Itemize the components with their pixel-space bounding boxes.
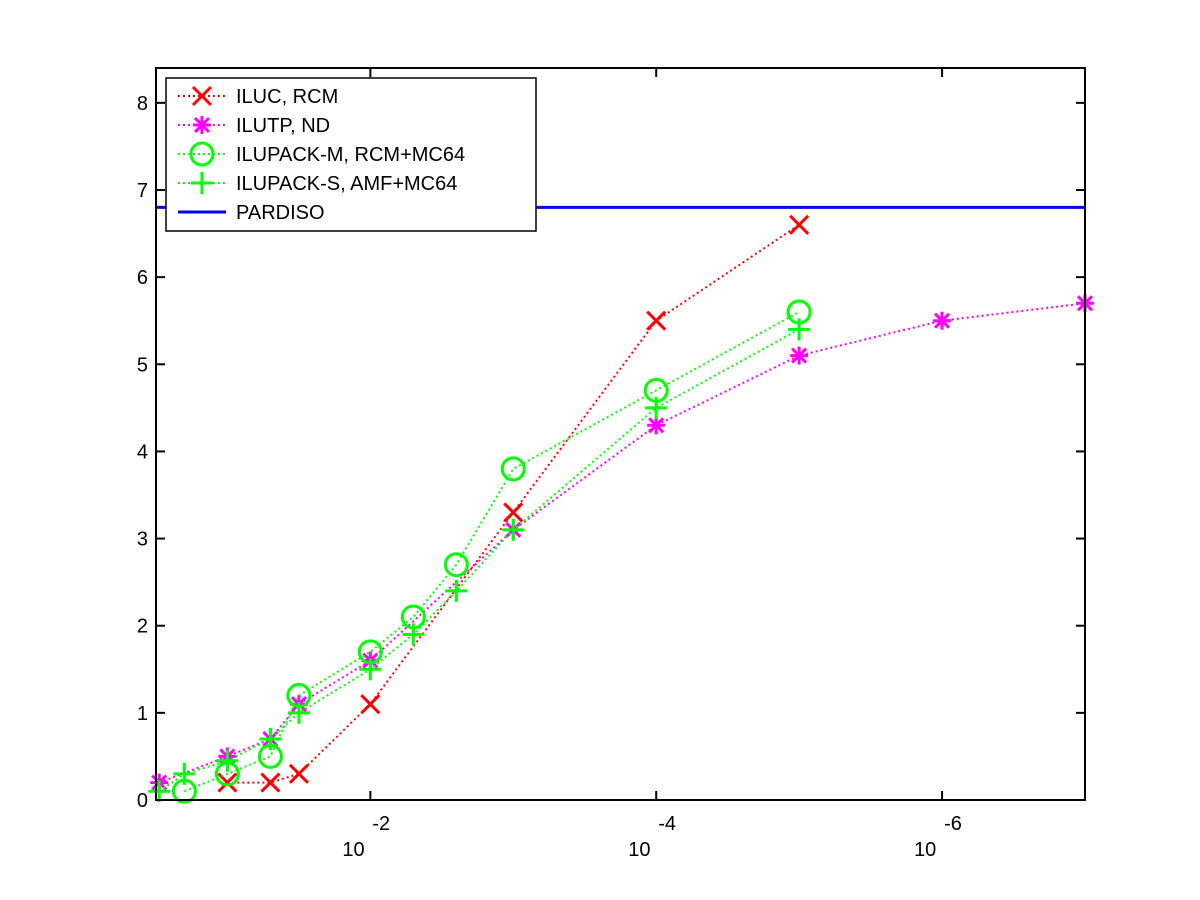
- legend-item-3: ILUPACK-S, AMF+MC64: [178, 172, 457, 195]
- data-point-3-9: [645, 396, 668, 419]
- data-point-0-1: [260, 772, 281, 793]
- data-point-0-5: [646, 310, 667, 331]
- series-0: [217, 214, 810, 793]
- data-point-3-5: [359, 658, 382, 681]
- legend-item-0: ILUC, RCM: [178, 85, 338, 108]
- data-point-0-2: [288, 763, 309, 784]
- x-tick-base: 10: [628, 839, 650, 861]
- data-point-1-8: [933, 311, 952, 330]
- data-point-2-6: [443, 552, 469, 578]
- data-point-0-0: [217, 772, 238, 793]
- x-tick-exponent: -4: [658, 813, 676, 835]
- legend-marker-2: [189, 141, 215, 167]
- x-tick-exponent: -2: [372, 813, 390, 835]
- legend-label-1: ILUTP, ND: [236, 115, 330, 137]
- legend-label-2: ILUPACK-M, RCM+MC64: [236, 144, 465, 166]
- axes-layer: 0 1 2 3 4 5 6 7 8 10 -2 10 -4 10 -6: [137, 67, 1086, 861]
- legend-box: [165, 77, 537, 232]
- data-point-1-7: [790, 346, 809, 365]
- data-point-2-7: [500, 456, 526, 482]
- series-line-1: [158, 302, 1086, 784]
- x-tick-base: 10: [914, 839, 936, 861]
- data-point-3-8: [502, 518, 525, 541]
- y-tick-label: 5: [137, 354, 148, 376]
- series-line-2: [184, 311, 800, 793]
- legend-marker-3: [191, 172, 213, 194]
- data-point-3-3: [259, 728, 282, 750]
- data-point-3-0: [148, 780, 171, 803]
- series-2: [171, 299, 812, 804]
- y-tick-label: 7: [137, 180, 148, 202]
- legend-label-0: ILUC, RCM: [236, 86, 338, 108]
- legend-label-3: ILUPACK-S, AMF+MC64: [236, 173, 457, 195]
- x-tick-exponent: -6: [944, 813, 962, 835]
- y-tick-label: 0: [137, 790, 148, 812]
- legend-item-4: PARDISO: [178, 202, 325, 224]
- data-point-0-6: [789, 214, 810, 235]
- data-point-3-6: [402, 623, 425, 646]
- axes-frame: [155, 67, 1086, 801]
- legend-marker-0: [191, 85, 213, 107]
- legend: ILUC, RCM ILUTP, ND ILUPACK-M, RCM+MC64 ILU…: [165, 77, 537, 232]
- legend-item-2: ILUPACK-M, RCM+MC64: [178, 141, 465, 167]
- series-3: [148, 318, 811, 803]
- y-tick-label: 3: [137, 529, 148, 551]
- data-point-3-2: [216, 749, 239, 772]
- y-tick-label: 8: [137, 93, 148, 115]
- data-point-3-10: [788, 318, 811, 341]
- data-point-0-3: [360, 694, 381, 715]
- data-point-3-7: [445, 579, 468, 602]
- y-tick-label: 2: [137, 616, 148, 638]
- data-point-3-1: [173, 762, 196, 785]
- data-point-1-6: [647, 416, 666, 435]
- legend-label-4: PARDISO: [236, 202, 325, 224]
- data-point-0-4: [503, 502, 524, 523]
- x-tick-base: 10: [342, 839, 364, 861]
- y-tick-label: 4: [137, 441, 148, 463]
- data-point-3-4: [287, 701, 310, 724]
- y-tick-label: 6: [137, 267, 148, 289]
- legend-marker-1: [193, 116, 211, 134]
- y-tick-label: 1: [137, 703, 148, 725]
- legend-item-1: ILUTP, ND: [178, 115, 330, 137]
